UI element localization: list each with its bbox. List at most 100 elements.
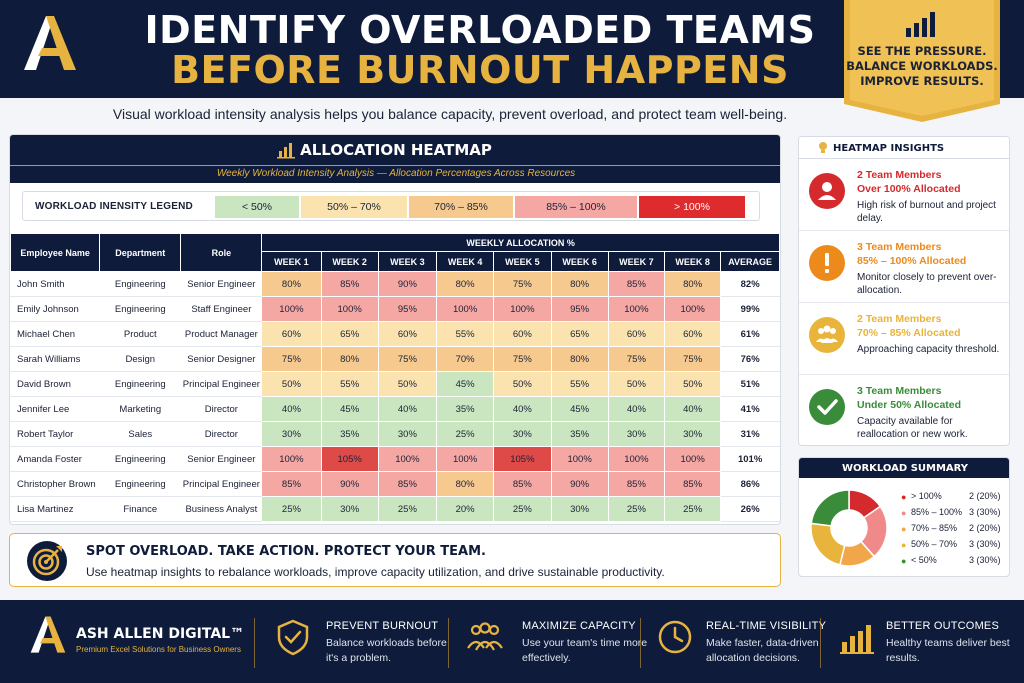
department-cell: Engineering <box>99 471 182 497</box>
insight-description: Capacity available for reallocation or n… <box>857 416 968 440</box>
allocation-cell: 35% <box>435 396 495 422</box>
col-header-name: Employee Name <box>10 233 101 272</box>
col-header-average: AVERAGE <box>720 251 780 272</box>
group-icon <box>816 325 838 343</box>
allocation-cell: 85% <box>607 471 666 497</box>
summary-label: > 100% <box>911 491 942 501</box>
insight-badge <box>809 389 845 425</box>
table-row: Jennifer Lee Marketing Director 40% 45% 40% 35… <box>10 396 780 422</box>
role-cell: Senior Designer <box>180 346 263 372</box>
department-cell: Marketing <box>99 396 182 422</box>
page-subtitle: Visual workload intensity analysis helps… <box>112 106 788 122</box>
summary-row: ● > 100% 2 (20%) <box>901 490 1005 504</box>
average-cell: 82% <box>720 271 780 297</box>
allocation-cell: 60% <box>664 321 722 347</box>
allocation-cell: 45% <box>435 371 495 397</box>
allocation-cell: 45% <box>320 396 379 422</box>
name-cell: Robert Taylor <box>10 421 101 447</box>
bar-chart-icon <box>277 143 295 159</box>
allocation-cell: 25% <box>261 496 322 522</box>
allocation-cell: 95% <box>377 296 438 322</box>
table-row: Amanda Foster Engineering Senior Engineer 1… <box>10 446 780 472</box>
insight-badge <box>809 173 845 209</box>
heatmap-insights-panel: HEATMAP INSIGHTS 2 Team Members Over 100%… <box>798 136 1010 446</box>
insight-count: 3 Team Members <box>857 385 942 397</box>
allocation-cell: 20% <box>435 496 495 522</box>
legend-item: 70% – 85% <box>409 196 513 218</box>
allocation-cell: 55% <box>550 371 609 397</box>
allocation-table: Employee Name Department Role WEEKLY ALL… <box>10 233 780 522</box>
bullet-icon: ● <box>901 492 907 502</box>
growth-chart-icon <box>840 625 874 654</box>
col-header-department: Department <box>99 233 182 272</box>
average-cell: 26% <box>720 496 780 522</box>
ribbon-line1: SEE THE PRESSURE. <box>857 44 987 58</box>
summary-value: 2 (20%) <box>969 491 1001 501</box>
allocation-cell: 100% <box>320 296 379 322</box>
name-cell: Jennifer Lee <box>10 396 101 422</box>
allocation-cell: 65% <box>320 321 379 347</box>
ribbon-badge <box>844 0 1000 122</box>
allocation-cell: 100% <box>261 446 322 472</box>
page-title-line1: IDENTIFY OVERLOADED TEAMS <box>144 8 816 52</box>
insight-item: 3 Team Members Under 50% Allocated Capacit… <box>799 375 1009 445</box>
allocation-cell: 100% <box>664 296 722 322</box>
workload-summary-panel: WORKLOAD SUMMARY ● > 100% 2 (20%) ● 85% – 10… <box>798 457 1010 577</box>
brand-logo-icon <box>30 616 66 653</box>
bar-chart-icon <box>906 12 935 37</box>
person-icon <box>818 182 836 200</box>
target-icon <box>27 541 67 581</box>
allocation-cell: 25% <box>493 496 552 522</box>
col-header-week: WEEK 4 <box>435 251 495 272</box>
allocation-cell: 80% <box>435 271 495 297</box>
col-header-week: WEEK 5 <box>493 251 552 272</box>
insight-count: 2 Team Members <box>857 169 942 181</box>
name-cell: Sarah Williams <box>10 346 101 372</box>
footer-feature-text: Make faster, data-driven allocation deci… <box>706 637 819 664</box>
allocation-cell: 50% <box>607 371 666 397</box>
average-cell: 31% <box>720 421 780 447</box>
col-header-weekly-group: WEEKLY ALLOCATION % <box>261 233 780 252</box>
allocation-cell: 75% <box>377 346 438 372</box>
summary-value: 3 (30%) <box>969 507 1001 517</box>
table-row: John Smith Engineering Senior Engineer 80% 8… <box>10 271 780 297</box>
footer-divider <box>820 618 821 668</box>
role-cell: Business Analyst <box>180 496 263 522</box>
allocation-cell: 100% <box>435 296 495 322</box>
summary-title: WORKLOAD SUMMARY <box>841 463 969 474</box>
action-banner: SPOT OVERLOAD. TAKE ACTION. PROTECT YOUR… <box>9 533 781 587</box>
department-cell: Engineering <box>99 296 182 322</box>
donut-slice <box>810 522 846 566</box>
summary-row: ● 85% – 100% 3 (30%) <box>901 506 1005 520</box>
footer-divider <box>448 618 449 668</box>
footer-tagline: Premium Excel Solutions for Business Own… <box>76 645 241 654</box>
table-row: Lisa Martinez Finance Business Analyst 25% 3… <box>10 496 780 522</box>
department-cell: Finance <box>99 496 182 522</box>
role-cell: Staff Engineer <box>180 296 263 322</box>
summary-header: WORKLOAD SUMMARY <box>799 458 1009 478</box>
allocation-cell: 25% <box>435 421 495 447</box>
department-cell: Sales <box>99 421 182 447</box>
allocation-cell: 35% <box>320 421 379 447</box>
bullet-icon: ● <box>901 556 907 566</box>
heatmap-subtitle: Weekly Workload Intensity Analysis — All… <box>216 168 576 179</box>
table-row: Emily Johnson Engineering Staff Engineer 10… <box>10 296 780 322</box>
shield-check-icon <box>277 619 309 656</box>
insight-count: 3 Team Members <box>857 241 942 253</box>
intensity-legend: WORKLOAD INENSITY LEGEND < 50% 50% – 70% 7… <box>22 191 760 221</box>
insight-badge <box>809 245 845 281</box>
insights-title: HEATMAP INSIGHTS <box>833 143 945 154</box>
department-cell: Engineering <box>99 271 182 297</box>
exclamation-icon <box>825 253 829 273</box>
summary-row: ● 50% – 70% 3 (30%) <box>901 538 1005 552</box>
ribbon-line3: IMPROVE RESULTS. <box>860 74 984 88</box>
banner-text: Use heatmap insights to rebalance worklo… <box>86 565 665 579</box>
allocation-cell: 50% <box>377 371 438 397</box>
insight-description: High risk of burnout and project delay. <box>857 200 996 224</box>
allocation-cell: 30% <box>493 421 552 447</box>
role-cell: Product Manager <box>180 321 263 347</box>
insight-range: Under 50% Allocated <box>857 399 962 411</box>
footer-feature-text: Use your team's time more effectively. <box>522 637 648 664</box>
insight-description: Monitor closely to prevent over-allocati… <box>857 272 997 296</box>
role-cell: Senior Engineer <box>180 271 263 297</box>
